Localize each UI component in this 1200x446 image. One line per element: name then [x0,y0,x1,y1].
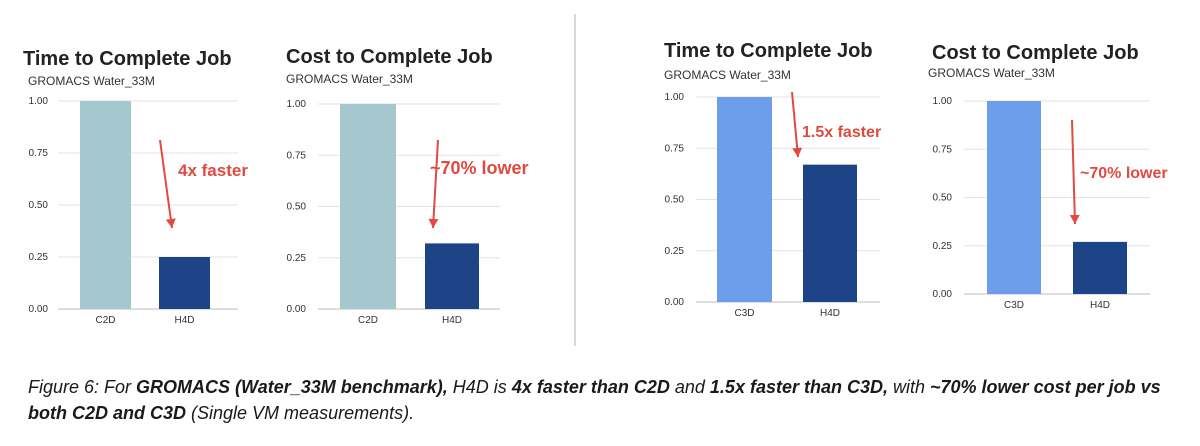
y-tick-label: 0.00 [933,289,953,300]
y-tick-label: 1.00 [287,99,307,110]
x-tick-label: H4D [820,308,840,319]
y-tick-label: 0.25 [287,253,307,264]
y-tick-label: 0.25 [665,246,685,257]
x-tick-label: C2D [95,315,115,326]
y-tick-label: 0.25 [933,241,953,252]
chart-svg: 1.00 0.75 0.50 0.25 0.00 C2D H4D 4x faster [29,96,249,326]
y-tick-label: 0.50 [933,193,953,204]
caption-text: with [888,377,931,397]
x-tick-label: H4D [442,315,462,326]
chart-title: Cost to Complete Job [286,46,493,68]
annotation-arrowhead [428,218,439,228]
caption-bold: 4x faster than C2D [511,377,670,397]
x-tick-label: C3D [1004,300,1024,311]
chart-title: Cost to Complete Job [932,42,1139,64]
annotation-arrow [159,139,173,229]
figure-caption: Figure 6: For GROMACS (Water_33M benchma… [28,374,1178,426]
y-tick-label: 1.00 [29,96,49,107]
y-tick-label: 0.00 [287,304,307,315]
chart-subtitle: GROMACS Water_33M [28,74,155,88]
caption-text: Figure 6: For [28,377,137,397]
caption-text: H4D is [447,377,512,397]
chart-cost-c2d-h4d: Cost to Complete Job GROMACS Water_33M 1… [0,0,560,340]
annotation-label: 4x faster [178,161,248,180]
bar-c2d [340,104,396,309]
y-tick-label: 0.75 [665,143,685,154]
chart-time-c2d-h4d: Time to Complete Job GROMACS Water_33M 1… [0,0,275,340]
x-tick-label: H4D [174,315,194,326]
bar-h4d [803,164,857,302]
y-tick-label: 0.00 [665,297,685,308]
caption-bold: 1.5x faster than C3D, [709,377,888,397]
chart-title: Time to Complete Job [23,48,232,70]
annotation-label: 1.5x faster [802,124,881,141]
bar-c3d [987,101,1041,294]
y-tick-label: 0.25 [29,252,49,263]
bar-h4d [1073,241,1127,294]
y-tick-label: 0.50 [665,195,685,206]
annotation-arrowhead [1069,214,1080,224]
y-tick-label: 1.00 [933,96,953,107]
y-tick-label: 1.00 [665,92,685,103]
bar-c2d [80,101,131,309]
y-tick-label: 0.75 [29,148,49,159]
annotation-arrow [791,91,799,158]
caption-text: and [669,377,710,397]
y-tick-label: 0.50 [287,202,307,213]
caption-text: (Single VM measurements). [186,403,415,423]
chart-title: Time to Complete Job [664,40,873,62]
bar-c3d [717,97,772,302]
chart-time-c3d-h4d: Time to Complete Job GROMACS Water_33M 1… [664,40,881,319]
annotation-arrow [432,139,439,229]
caption-bold: GROMACS (Water_33M benchmark), [136,377,448,397]
y-tick-label: 0.50 [29,200,49,211]
annotation-arrowhead [792,147,803,157]
x-tick-label: H4D [1090,300,1110,311]
chart-subtitle: GROMACS Water_33M [928,66,1055,80]
bar-h4d [159,257,210,309]
annotation-arrow [1071,119,1076,225]
annotation-label: ~70% lower [430,158,529,178]
chart-svg: 1.00 0.75 0.50 0.25 0.00 C3D H4D ~70% lower [933,96,1168,311]
bar-h4d [425,243,479,309]
caption-bold: ~70% lower cost per job vs both C2D and … [28,377,1161,423]
chart-svg: 1.00 0.75 0.50 0.25 0.00 C2D H4D ~70% lower [287,99,529,326]
x-tick-label: C2D [358,315,378,326]
chart-subtitle: GROMACS Water_33M [286,72,413,86]
chart-cost-c3d-h4d: Cost to Complete Job GROMACS Water_33M 1… [928,42,1168,311]
chart-subtitle: GROMACS Water_33M [664,68,791,82]
y-tick-label: 0.75 [287,150,307,161]
x-tick-label: C3D [734,308,754,319]
annotation-arrowhead [165,218,176,228]
chart-svg: 1.00 0.75 0.50 0.25 0.00 C3D H4D 1.5x faster [665,91,881,319]
chart-group-divider [574,14,576,346]
y-tick-label: 0.00 [29,304,49,315]
annotation-label: ~70% lower [1080,165,1168,182]
y-tick-label: 0.75 [933,144,953,155]
